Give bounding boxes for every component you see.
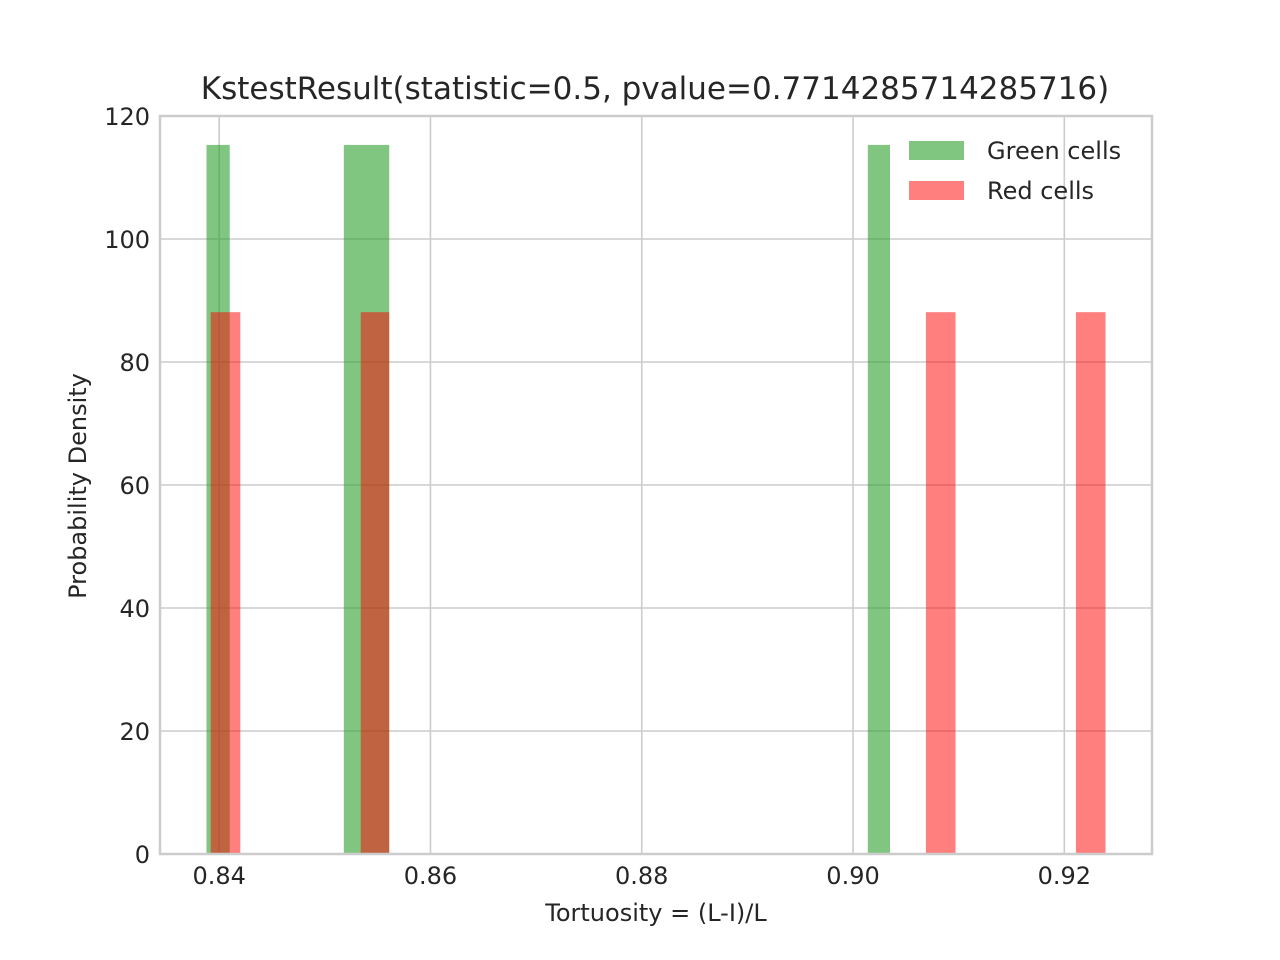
x-tick-label: 0.86	[404, 862, 457, 890]
x-tick-label: 0.84	[192, 862, 245, 890]
y-tick-label: 80	[119, 349, 150, 377]
x-axis-label: Tortuosity = (L-I)/L	[544, 899, 767, 927]
bar-green-2	[867, 144, 891, 854]
y-tick-label: 120	[104, 103, 150, 131]
legend-swatch-0	[909, 141, 964, 160]
bar-red-0	[210, 312, 241, 854]
chart-title: KstestResult(statistic=0.5, pvalue=0.771…	[201, 71, 1109, 107]
y-axis-label: Probability Density	[64, 373, 92, 599]
y-tick-labels: 0 20 40 60 80 100 120	[104, 103, 150, 869]
legend-label-0: Green cells	[987, 137, 1121, 165]
grid-lines	[160, 115, 1152, 855]
y-tick-label: 40	[119, 595, 150, 623]
x-tick-label: 0.92	[1038, 862, 1091, 890]
plot-frame	[158, 114, 1154, 856]
bar-red-2	[925, 312, 956, 854]
legend-swatch-1	[909, 181, 964, 200]
x-tick-label: 0.90	[826, 862, 879, 890]
x-tick-label: 0.88	[615, 862, 668, 890]
y-tick-label: 100	[104, 226, 150, 254]
legend-label-1: Red cells	[987, 177, 1094, 205]
bar-red-3	[1075, 312, 1106, 854]
bar-red-1	[360, 312, 390, 854]
x-tick-labels: 0.84 0.86 0.88 0.90 0.92	[192, 862, 1091, 890]
y-tick-label: 0	[135, 841, 150, 869]
y-tick-label: 20	[119, 718, 150, 746]
legend: Green cells Red cells	[909, 137, 1121, 205]
bars	[206, 144, 1106, 854]
y-tick-label: 60	[119, 472, 150, 500]
